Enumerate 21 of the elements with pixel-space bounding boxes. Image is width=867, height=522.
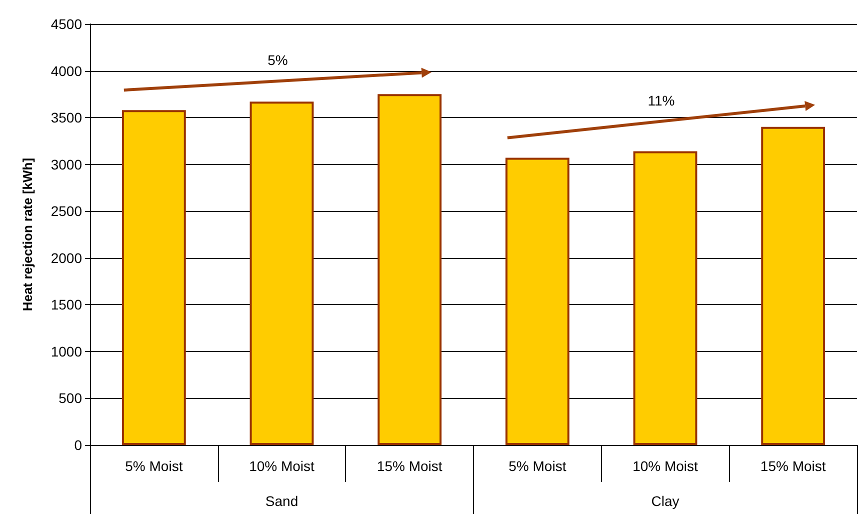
y-tick-label: 2500 (50, 203, 82, 220)
y-tick-label: 3000 (50, 156, 82, 172)
annotation: 5% (268, 52, 288, 68)
x-tick-label: 10% Moist (632, 458, 698, 474)
x-tick-label: 5% Moist (125, 458, 183, 474)
x-tick-label: 15% Moist (376, 458, 442, 474)
x-tick-label: 15% Moist (760, 458, 826, 474)
text: Sand (265, 493, 298, 509)
x-tick-label: 5% Moist (508, 458, 566, 474)
y-tick-label: 4500 (50, 16, 82, 32)
y-tick-label: 1000 (50, 343, 82, 360)
y-tick-label: 2000 (50, 250, 82, 266)
x-tick-label: 10% Moist (249, 458, 315, 474)
annotation: 11% (648, 92, 675, 108)
y-axis-title: Heat rejection rate [kWh] (20, 158, 35, 312)
text: Clay (651, 493, 680, 509)
y-tick-label: 0 (74, 437, 82, 453)
y-tick-label: 500 (58, 390, 82, 406)
y-tick-label: 3500 (50, 110, 82, 126)
y-tick-label: 4000 (50, 62, 82, 79)
y-tick-label: 1500 (50, 296, 82, 313)
